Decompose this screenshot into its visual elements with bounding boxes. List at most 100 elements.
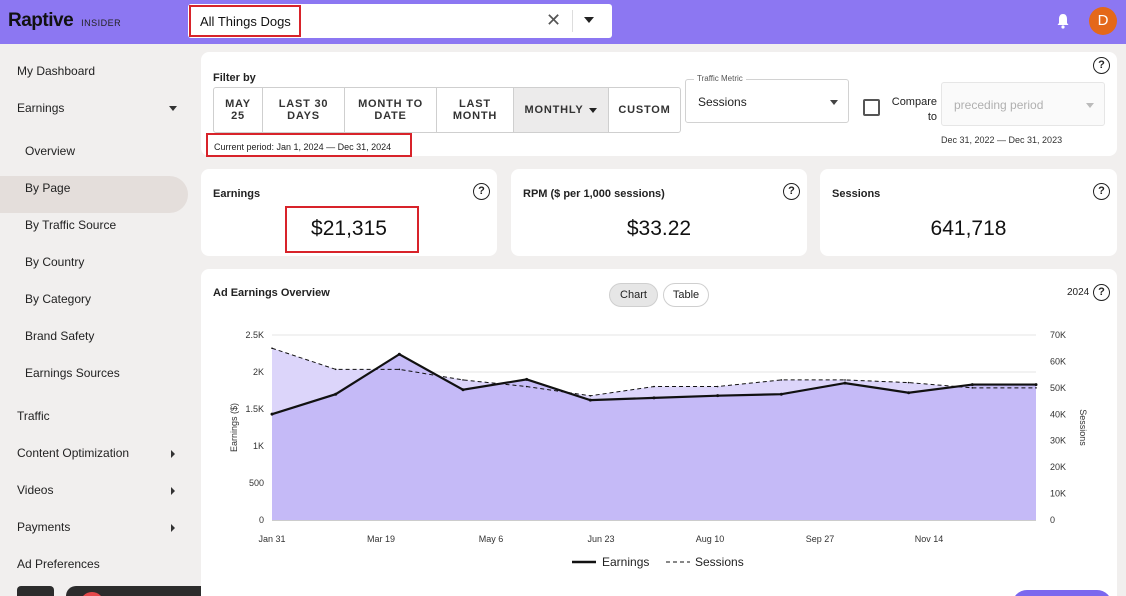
filter-card: Filter by MAY 25 LAST 30 DAYS MONTH TO DATE… bbox=[201, 52, 1117, 157]
traffic-metric-value: Sessions bbox=[698, 95, 747, 109]
earnings-point bbox=[716, 394, 720, 398]
earnings-point bbox=[907, 391, 911, 395]
clear-icon[interactable]: ✕ bbox=[546, 10, 562, 30]
y2-tick-label: 30K bbox=[1050, 436, 1066, 446]
bell-icon[interactable] bbox=[1056, 13, 1070, 29]
legend-earnings-label: Earnings bbox=[602, 555, 649, 569]
period-filter-group: MAY 25 LAST 30 DAYS MONTH TO DATE LAST MONTH… bbox=[213, 87, 681, 133]
sessions-point bbox=[780, 379, 783, 381]
filter-monthly-button[interactable]: MONTHLY bbox=[514, 88, 609, 132]
compare-period-select[interactable]: preceding period bbox=[941, 82, 1105, 126]
sidebar-item-ad-preferences[interactable]: Ad Preferences bbox=[17, 557, 100, 571]
help-icon[interactable]: ? bbox=[1093, 183, 1110, 200]
legend-sessions-label: Sessions bbox=[695, 555, 744, 569]
x-tick-label: Nov 14 bbox=[915, 534, 944, 544]
sessions-point bbox=[716, 385, 719, 388]
sidebar-item-videos[interactable]: Videos bbox=[17, 483, 54, 497]
filter-month-to-date-button[interactable]: MONTH TO DATE bbox=[345, 88, 437, 132]
earnings-point bbox=[397, 352, 401, 356]
earnings-highlight bbox=[285, 206, 419, 253]
sidebar-item-brand-safety[interactable]: Brand Safety bbox=[25, 329, 95, 343]
chevron-down-icon[interactable] bbox=[584, 17, 594, 23]
sessions-point bbox=[907, 381, 910, 384]
sidebar-item-by-page[interactable]: By Page bbox=[25, 181, 71, 195]
floating-action-button[interactable] bbox=[1012, 590, 1112, 596]
sessions-point bbox=[589, 394, 592, 397]
help-icon[interactable]: ? bbox=[1093, 284, 1110, 301]
compare-period-placeholder: preceding period bbox=[954, 98, 1044, 112]
x-tick-label: Jun 23 bbox=[587, 534, 614, 544]
sidebar-item-by-country[interactable]: By Country bbox=[25, 255, 85, 269]
notification-widget[interactable] bbox=[66, 586, 274, 596]
earnings-point bbox=[270, 412, 274, 416]
compare-checkbox[interactable] bbox=[863, 99, 880, 116]
y-tick-label: 1.5K bbox=[245, 404, 264, 414]
x-tick-label: May 6 bbox=[479, 534, 504, 544]
earnings-point bbox=[334, 392, 338, 396]
earnings-point bbox=[779, 392, 783, 396]
logo[interactable]: Raptive INSIDER bbox=[8, 10, 121, 32]
earnings-point bbox=[652, 396, 656, 400]
avatar[interactable]: D bbox=[1089, 7, 1117, 35]
x-tick-label: Sep 27 bbox=[806, 534, 835, 544]
filter-label: Filter by bbox=[213, 72, 256, 84]
earnings-point bbox=[843, 381, 847, 385]
rpm-title: RPM ($ per 1,000 sessions) bbox=[523, 188, 665, 200]
filter-last-30-days-button[interactable]: LAST 30 DAYS bbox=[263, 88, 345, 132]
compare-range-text: Dec 31, 2022 — Dec 31, 2023 bbox=[941, 135, 1063, 145]
help-icon[interactable]: ? bbox=[1093, 57, 1110, 74]
sidebar-item-by-traffic-source[interactable]: By Traffic Source bbox=[25, 218, 117, 232]
sidebar-item-content-optimization[interactable]: Content Optimization bbox=[17, 446, 130, 460]
x-tick-label: Jan 31 bbox=[258, 534, 285, 544]
y2-tick-label: 20K bbox=[1050, 462, 1066, 472]
sidebar-active-highlight bbox=[0, 176, 188, 213]
filter-today-button[interactable]: MAY 25 bbox=[214, 88, 263, 132]
logo-subtext: INSIDER bbox=[81, 18, 122, 28]
chevron-right-icon[interactable] bbox=[171, 487, 175, 495]
help-icon[interactable]: ? bbox=[473, 183, 490, 200]
sidebar-item-overview[interactable]: Overview bbox=[25, 144, 76, 158]
x-tick-label: Aug 10 bbox=[696, 534, 725, 544]
earnings-area bbox=[272, 354, 1036, 520]
chevron-right-icon[interactable] bbox=[171, 524, 175, 532]
current-period-text: Current period: Jan 1, 2024 — Dec 31, 20… bbox=[206, 133, 412, 157]
sidebar-item-my-dashboard[interactable]: My Dashboard bbox=[17, 64, 96, 78]
sidebar-item-payments[interactable]: Payments bbox=[17, 520, 71, 534]
logo-text: Raptive bbox=[8, 10, 74, 31]
notification-dot-icon bbox=[80, 592, 104, 596]
y2-tick-label: 60K bbox=[1050, 356, 1066, 366]
sidebar-item-earnings[interactable]: Earnings bbox=[17, 101, 65, 115]
chart-year: 2024 bbox=[1067, 287, 1090, 298]
y-tick-label: 1K bbox=[253, 441, 264, 451]
chart-toggle-button[interactable]: Chart bbox=[609, 283, 658, 307]
traffic-metric-legend: Traffic Metric bbox=[694, 74, 746, 83]
traffic-metric-select[interactable]: Traffic Metric Sessions bbox=[685, 74, 849, 123]
sessions-point bbox=[971, 387, 974, 389]
chevron-right-icon[interactable] bbox=[171, 450, 175, 458]
y-tick-label: 0 bbox=[259, 515, 264, 525]
chart-title: Ad Earnings Overview bbox=[213, 287, 330, 299]
earnings-card: Earnings ? $21,315 bbox=[201, 169, 497, 256]
site-selector[interactable]: All Things Dogs ✕ bbox=[188, 4, 612, 38]
y2-tick-label: 70K bbox=[1050, 330, 1066, 340]
sessions-point bbox=[398, 368, 401, 371]
filter-custom-button[interactable]: CUSTOM bbox=[618, 104, 671, 116]
sidebar-item-by-category[interactable]: By Category bbox=[25, 292, 92, 306]
y2-tick-label: 10K bbox=[1050, 489, 1066, 499]
filter-last-month-button[interactable]: LAST MONTH bbox=[437, 88, 514, 132]
earnings-point bbox=[525, 377, 529, 381]
sidebar-item-traffic[interactable]: Traffic bbox=[17, 409, 50, 423]
sidebar-item-earnings-sources[interactable]: Earnings Sources bbox=[25, 366, 120, 380]
site-selector-divider bbox=[572, 10, 573, 32]
earnings-point bbox=[1034, 383, 1038, 387]
help-widget-button[interactable] bbox=[17, 586, 54, 596]
sessions-point bbox=[334, 368, 337, 371]
help-icon[interactable]: ? bbox=[783, 183, 800, 200]
sessions-title: Sessions bbox=[832, 188, 881, 200]
top-bar: Raptive INSIDER All Things Dogs ✕ D bbox=[0, 0, 1126, 44]
chevron-down-icon bbox=[589, 107, 598, 113]
table-toggle-button[interactable]: Table bbox=[663, 283, 709, 307]
site-selector-value: All Things Dogs bbox=[200, 14, 291, 29]
earnings-point bbox=[970, 383, 974, 387]
chevron-down-icon[interactable] bbox=[169, 106, 177, 111]
